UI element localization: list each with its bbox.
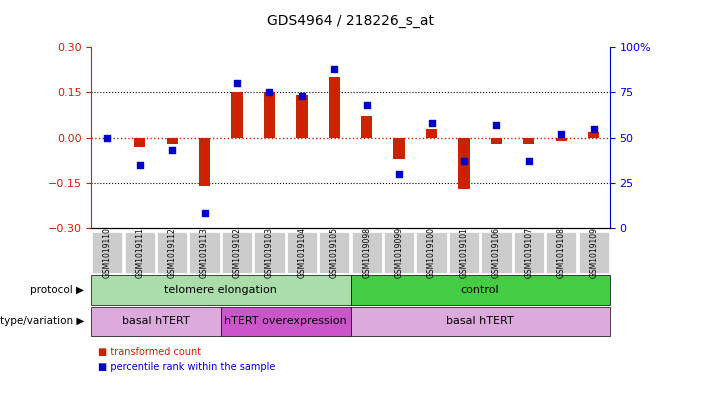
Text: GSM1019099: GSM1019099: [395, 227, 404, 278]
Point: [491, 122, 502, 128]
Point: [426, 120, 437, 126]
Point: [264, 89, 275, 95]
Text: GSM1019100: GSM1019100: [427, 227, 436, 278]
Text: ■ percentile rank within the sample: ■ percentile rank within the sample: [98, 362, 275, 373]
Text: GSM1019109: GSM1019109: [589, 227, 598, 278]
Bar: [458, 138, 470, 189]
Point: [393, 171, 404, 177]
Text: GSM1019108: GSM1019108: [557, 227, 566, 278]
Bar: [134, 138, 145, 147]
Point: [556, 131, 567, 137]
Bar: [297, 95, 308, 138]
Text: GSM1019107: GSM1019107: [524, 227, 533, 278]
Bar: [264, 92, 275, 138]
Text: GSM1019102: GSM1019102: [233, 227, 242, 278]
Point: [523, 158, 534, 164]
Text: GDS4964 / 218226_s_at: GDS4964 / 218226_s_at: [267, 14, 434, 28]
Text: GSM1019111: GSM1019111: [135, 227, 144, 278]
Point: [167, 147, 178, 153]
Point: [102, 134, 113, 141]
Point: [134, 162, 145, 168]
Bar: [523, 138, 534, 143]
Point: [588, 125, 599, 132]
Text: GSM1019110: GSM1019110: [103, 227, 112, 278]
Bar: [329, 77, 340, 138]
Text: GSM1019098: GSM1019098: [362, 227, 372, 278]
Bar: [588, 132, 599, 138]
Text: hTERT overexpression: hTERT overexpression: [224, 316, 347, 326]
Text: protocol ▶: protocol ▶: [30, 285, 84, 295]
Bar: [426, 129, 437, 138]
Text: genotype/variation ▶: genotype/variation ▶: [0, 316, 84, 326]
Bar: [491, 138, 502, 143]
Text: basal hTERT: basal hTERT: [447, 316, 514, 326]
Point: [199, 210, 210, 217]
Bar: [556, 138, 567, 141]
Text: GSM1019104: GSM1019104: [297, 227, 306, 278]
Point: [458, 158, 470, 164]
Text: control: control: [461, 285, 500, 295]
Text: GSM1019113: GSM1019113: [200, 227, 209, 278]
Text: GSM1019106: GSM1019106: [492, 227, 501, 278]
Text: ■ transformed count: ■ transformed count: [98, 347, 201, 357]
Point: [231, 80, 243, 86]
Bar: [167, 138, 178, 143]
Bar: [199, 138, 210, 186]
Text: GSM1019105: GSM1019105: [329, 227, 339, 278]
Text: GSM1019101: GSM1019101: [459, 227, 468, 278]
Text: basal hTERT: basal hTERT: [122, 316, 190, 326]
Point: [297, 93, 308, 99]
Point: [361, 102, 372, 108]
Text: GSM1019103: GSM1019103: [265, 227, 274, 278]
Bar: [393, 138, 404, 159]
Bar: [361, 116, 372, 138]
Point: [329, 66, 340, 72]
Bar: [231, 92, 243, 138]
Text: GSM1019112: GSM1019112: [168, 227, 177, 278]
Text: telomere elongation: telomere elongation: [164, 285, 278, 295]
